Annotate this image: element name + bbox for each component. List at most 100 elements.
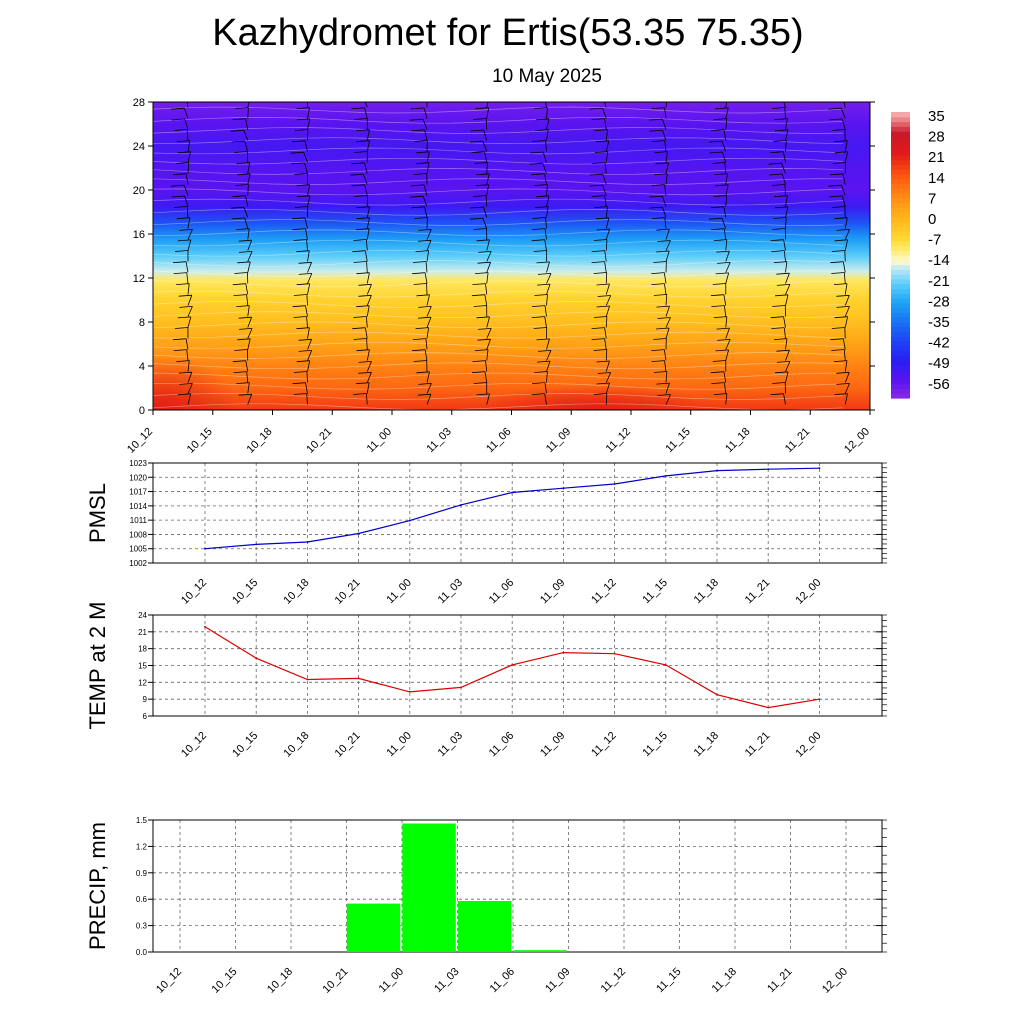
wind-barb-staff	[605, 393, 608, 405]
y-tick-label: 8	[139, 317, 145, 329]
wind-barb-flag	[535, 129, 549, 131]
contour-line	[153, 219, 844, 226]
colorbar-swatch	[891, 278, 910, 285]
x-tick-label: 10_18	[281, 577, 311, 607]
wind-barb-flag	[536, 118, 550, 121]
wind-barb-flag	[237, 97, 250, 98]
y-tick-label: 1005	[129, 545, 147, 554]
colorbar-label: 35	[928, 108, 945, 125]
x-tick-label: 12_00	[793, 730, 823, 760]
wind-barb-flag	[774, 206, 789, 209]
wind-barb-staff	[247, 184, 249, 196]
data-point	[460, 504, 462, 506]
wind-barb-flag	[716, 327, 730, 330]
wind-barb-staff	[366, 129, 370, 141]
wind-barb-flag	[708, 140, 723, 143]
wind-barb-flag	[175, 162, 189, 164]
wind-barb-staff	[424, 349, 428, 361]
colorbar-swatch	[891, 245, 910, 251]
colorbar-label: -42	[928, 335, 950, 352]
wind-barb-flag	[830, 261, 844, 264]
wind-barb-staff	[605, 206, 608, 218]
wind-barb-flag	[473, 382, 487, 384]
wind-barb-staff	[482, 141, 488, 152]
wind-barb-flag	[654, 173, 668, 175]
wind-barb-staff	[247, 107, 249, 119]
wind-barb-staff	[546, 338, 550, 350]
wind-barb-staff	[183, 185, 189, 196]
y-tick-label: 1017	[129, 488, 147, 497]
colorbar-swatch	[891, 369, 910, 375]
wind-barb-staff	[605, 140, 610, 152]
wind-barb-staff	[665, 250, 670, 262]
colorbar-label: -35	[928, 314, 950, 331]
wind-barb-flag	[176, 140, 190, 142]
wind-barb-staff	[185, 261, 189, 273]
wind-barb-staff	[306, 239, 308, 251]
y-tick-label: 18	[138, 645, 147, 654]
contour-line	[153, 260, 844, 267]
wind-barb-flag	[656, 382, 670, 385]
wind-barb-staff	[665, 228, 670, 240]
wind-barb-flag	[411, 107, 425, 110]
plot-frame	[152, 819, 883, 953]
wind-barb-flag	[234, 272, 248, 274]
wind-barb-flag	[416, 162, 430, 165]
wind-barb-staff	[364, 250, 368, 262]
wind-barb-flag	[178, 294, 192, 297]
y-tick-label: 0.3	[136, 922, 148, 931]
wind-barb-flag	[239, 251, 253, 253]
wind-barb-flag	[413, 360, 427, 362]
wind-barb-staff	[187, 229, 193, 240]
wind-barb-staff	[665, 317, 671, 328]
x-tick-label: 11_21	[743, 730, 773, 760]
x-tick-label: 11_12	[599, 966, 629, 996]
wind-barb-flag	[596, 283, 610, 286]
wind-barb-flag	[769, 97, 782, 98]
wind-barb-flag	[653, 261, 667, 263]
wind-barb-staff	[425, 338, 428, 350]
wind-barb-staff	[426, 371, 430, 383]
wind-barb-flag	[356, 349, 370, 352]
wind-barb-flag	[656, 250, 670, 253]
wind-barb-flag	[776, 272, 790, 275]
colorbar-swatch	[891, 269, 910, 275]
x-tick-label: 11_00	[377, 966, 407, 996]
colorbar-swatch	[891, 216, 910, 223]
wind-barb-flag	[657, 317, 671, 319]
wind-barb-flag	[775, 371, 789, 374]
colorbar-swatch	[891, 336, 910, 342]
y-tick-label: 24	[138, 611, 147, 620]
wind-barb-staff	[426, 229, 432, 240]
colorbar-label: 21	[928, 149, 945, 166]
colorbar-swatch	[891, 164, 910, 170]
wind-barb-flag	[473, 118, 487, 120]
wind-barb-staff	[785, 261, 788, 273]
x-tick-label: 12_00	[842, 426, 872, 456]
wind-barb-flag	[717, 339, 731, 341]
contour-line	[153, 198, 844, 206]
colorbar-swatch	[891, 193, 910, 199]
colorbar-swatch	[891, 135, 910, 142]
colorbar-swatch	[891, 264, 910, 270]
x-tick-label: 11_21	[783, 426, 813, 456]
wind-barb-staff	[187, 372, 193, 383]
x-tick-label: 11_06	[488, 966, 518, 996]
colorbar-swatch	[891, 150, 910, 156]
wind-barb-flag	[651, 217, 665, 219]
wind-barb-staff	[843, 272, 846, 284]
wind-barb-staff	[187, 217, 191, 229]
colorbar-swatch	[891, 345, 910, 351]
wind-barb-flag	[537, 350, 552, 352]
wind-barb-staff	[725, 107, 729, 119]
wind-barb-staff	[306, 371, 308, 383]
wind-barb-flag	[414, 217, 428, 219]
wind-barb-flag	[775, 294, 789, 297]
wind-barb-staff	[366, 393, 368, 405]
y-tick-label: 0.0	[136, 948, 148, 957]
wind-barb-flag	[657, 394, 671, 396]
wind-barb-staff	[366, 316, 368, 328]
wind-barb-flag	[716, 250, 730, 253]
wind-barb-staff	[307, 184, 311, 196]
wind-barb-flag	[771, 327, 785, 329]
